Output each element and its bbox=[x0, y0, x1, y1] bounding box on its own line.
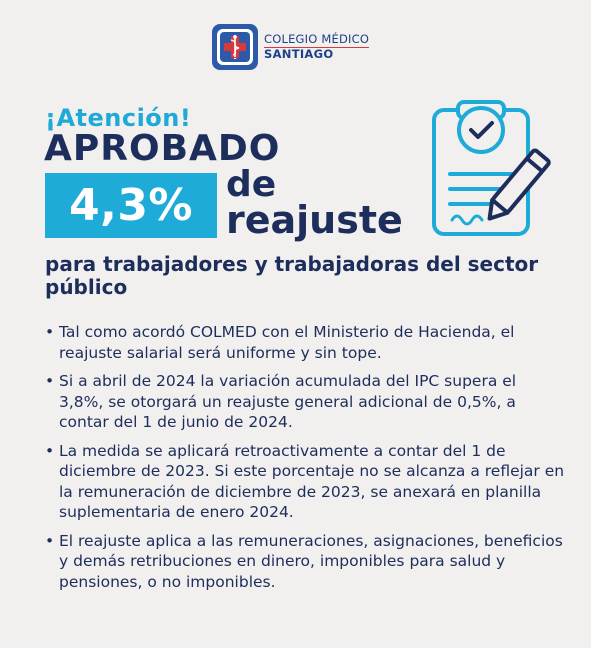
logo-name: COLEGIO MÉDICO bbox=[264, 32, 370, 48]
percent-highlight-box: 4,3% bbox=[45, 173, 217, 238]
percent-value: 4,3% bbox=[68, 180, 194, 231]
attention-heading: ¡Atención! bbox=[45, 104, 192, 132]
logo-city: SANTIAGO bbox=[264, 47, 334, 61]
de-word: de bbox=[226, 164, 277, 205]
list-item: El reajuste aplica a las remuneraciones,… bbox=[45, 531, 565, 593]
subtitle: para trabajadores y trabajadoras del sec… bbox=[45, 252, 539, 299]
caduceus-cross-icon bbox=[212, 24, 258, 70]
list-item: La medida se aplicará retroactivamente a… bbox=[45, 441, 565, 523]
reajuste-word: reajuste bbox=[226, 198, 403, 242]
colegio-medico-logo: COLEGIO MÉDICO SANTIAGO bbox=[212, 24, 370, 70]
list-item: Tal como acordó COLMED con el Ministerio… bbox=[45, 322, 565, 363]
bullet-list: Tal como acordó COLMED con el Ministerio… bbox=[45, 322, 565, 600]
list-item: Si a abril de 2024 la variación acumulad… bbox=[45, 371, 565, 433]
logo-text: COLEGIO MÉDICO SANTIAGO bbox=[264, 32, 370, 61]
approved-heading: APROBADO bbox=[44, 128, 281, 169]
document-checkmark-pen-icon bbox=[432, 100, 551, 236]
